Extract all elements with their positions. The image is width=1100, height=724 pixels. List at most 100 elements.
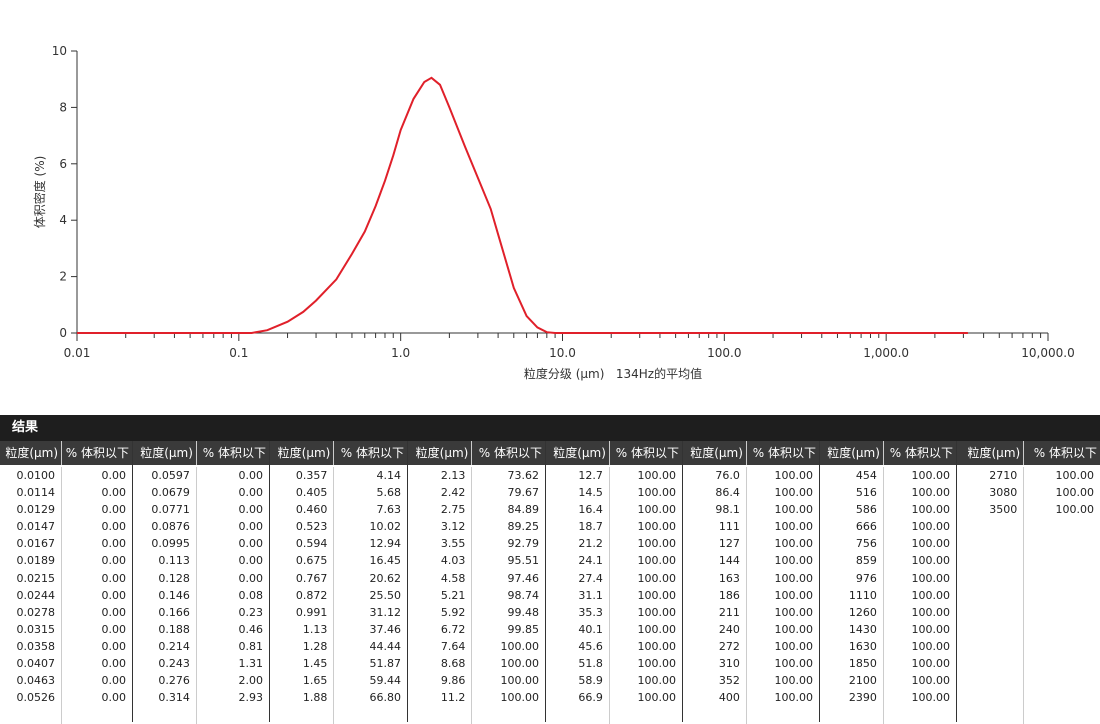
size-cell: 0.0147: [0, 518, 63, 536]
y-axis-label: 体积密度 (%): [32, 156, 47, 229]
table-row: 1.28 44.44: [270, 637, 407, 656]
size-cell: 35.3: [546, 603, 610, 621]
table-row: 1.65 59.44: [270, 672, 407, 690]
size-cell: 859: [820, 552, 884, 570]
table-row: 0.146 0.08: [133, 586, 269, 604]
percent-cell: 99.85: [507, 622, 539, 636]
percent-cell: 0.00: [238, 486, 263, 500]
size-cell: 8.68: [408, 655, 473, 673]
size-cell: 76.0: [683, 467, 747, 485]
table-row: 1.45 51.87: [270, 655, 407, 673]
size-cell: 0.0278: [0, 603, 63, 621]
size-cell: 240: [683, 620, 747, 638]
group-body: 0.357 4.14 0.405 5.68 0.460 7.63 0.523 10.02 0.5…: [270, 465, 407, 724]
x-tick-label: 0.1: [229, 346, 248, 360]
table-row: 1260 100.00: [820, 603, 956, 621]
chart: 体积密度 (%) 粒度分级 (µm) 134Hz的平均值 02468100.01…: [32, 44, 1075, 381]
percent-cell: 100.00: [637, 469, 676, 482]
percent-cell: 0.00: [101, 605, 126, 619]
percent-cell: 0.00: [101, 691, 126, 705]
size-cell: 0.0315: [0, 620, 63, 638]
size-cell: 186: [683, 586, 747, 604]
percent-cell: 100.00: [911, 639, 950, 653]
size-cell: 0.0407: [0, 655, 63, 673]
percent-cell: 100.00: [637, 503, 676, 517]
percent-cell: 0.00: [101, 571, 126, 585]
size-cell: 11.2: [408, 689, 473, 707]
table-row: 0.214 0.81: [133, 637, 269, 656]
table-row: 0.0129 0.00: [0, 501, 132, 519]
percent-cell: 100.00: [500, 674, 539, 688]
table-row: 0.0358 0.00: [0, 637, 132, 656]
size-cell: 0.243: [133, 655, 197, 673]
percent-cell: 0.00: [101, 554, 126, 568]
size-cell: 51.8: [546, 655, 610, 673]
size-cell: 0.113: [133, 552, 197, 570]
table-row: 111 100.00: [683, 518, 819, 536]
y-tick-label: 0: [59, 326, 67, 340]
percent-cell: 100.00: [637, 674, 676, 688]
percent-cell: 0.00: [101, 486, 126, 500]
percent-cell: 100.00: [637, 571, 676, 585]
table-row: 31.1 100.00: [546, 586, 682, 604]
percent-cell: 0.00: [238, 554, 263, 568]
table-row: 586 100.00: [820, 501, 956, 519]
size-cell: 0.594: [270, 535, 335, 553]
size-cell: 1.65: [270, 672, 335, 690]
size-cell: 400: [683, 689, 747, 707]
size-cell: 516: [820, 484, 884, 502]
size-cell: 1.88: [270, 689, 335, 707]
size-cell: 0.276: [133, 672, 197, 690]
filler-cell: [133, 706, 197, 724]
table-row: 2.42 79.67: [408, 484, 545, 502]
table-row: 16.4 100.00: [546, 501, 682, 519]
table-row: 859 100.00: [820, 552, 956, 570]
group-body: 454 100.00 516 100.00 586 100.00 666 100.00 756 1…: [820, 465, 956, 724]
size-cell: 0.188: [133, 620, 197, 638]
size-cell: 111: [683, 518, 747, 536]
size-cell: 1.28: [270, 637, 335, 656]
percent-cell: 100.00: [911, 469, 950, 482]
percent-cell: 5.68: [376, 486, 401, 500]
table-row: 1430 100.00: [820, 620, 956, 638]
table-row: 454 100.00: [820, 467, 956, 485]
filler: [133, 706, 269, 724]
size-cell: 1260: [820, 603, 884, 621]
table-row: 240 100.00: [683, 620, 819, 638]
size-cell: 0.0463: [0, 672, 63, 690]
table-row: 5.21 98.74: [408, 586, 545, 604]
filler-cell: [472, 706, 545, 724]
table-row: 0.0679 0.00: [133, 484, 269, 502]
table-row: 8.68 100.00: [408, 655, 545, 673]
table-row: 211 100.00: [683, 603, 819, 621]
percent-cell: 73.62: [507, 469, 539, 482]
table-row: 516 100.00: [820, 484, 956, 502]
header-row: 粒度(µm)% 体积以下: [0, 441, 132, 465]
table-row: 144 100.00: [683, 552, 819, 570]
column-group: 粒度(µm)% 体积以下 454 100.00 516 100.00 586 100.00 6…: [820, 441, 957, 724]
filler-cell: [334, 706, 407, 724]
table-row: 400 100.00: [683, 689, 819, 707]
header-cell: % 体积以下: [752, 446, 816, 460]
percent-cell: 100.00: [911, 537, 950, 551]
percent-cell: 20.62: [369, 571, 401, 585]
table-row: 0.0876 0.00: [133, 518, 269, 536]
size-cell: 12.7: [546, 467, 610, 485]
percent-cell: 66.80: [369, 691, 401, 705]
filler: [820, 706, 956, 724]
size-cell: 86.4: [683, 484, 747, 502]
percent-cell: 100.00: [774, 503, 813, 517]
table-row: 0.405 5.68: [270, 484, 407, 502]
size-cell: 1110: [820, 586, 884, 604]
density-line: [77, 76, 968, 334]
percent-cell: 100.00: [637, 537, 676, 551]
percent-cell: 100.00: [911, 554, 950, 568]
header-cell: % 体积以下: [65, 446, 129, 460]
size-cell: 352: [683, 672, 747, 690]
header-cell: 粒度(µm): [683, 441, 747, 465]
table-row: 0.675 16.45: [270, 552, 407, 570]
table-row: 0.0278 0.00: [0, 603, 132, 621]
table-row: 76.0 100.00: [683, 467, 819, 485]
header-cell: % 体积以下: [615, 446, 679, 460]
group-body: 2710 100.00 3080 100.00 3500 100.00: [957, 465, 1100, 724]
